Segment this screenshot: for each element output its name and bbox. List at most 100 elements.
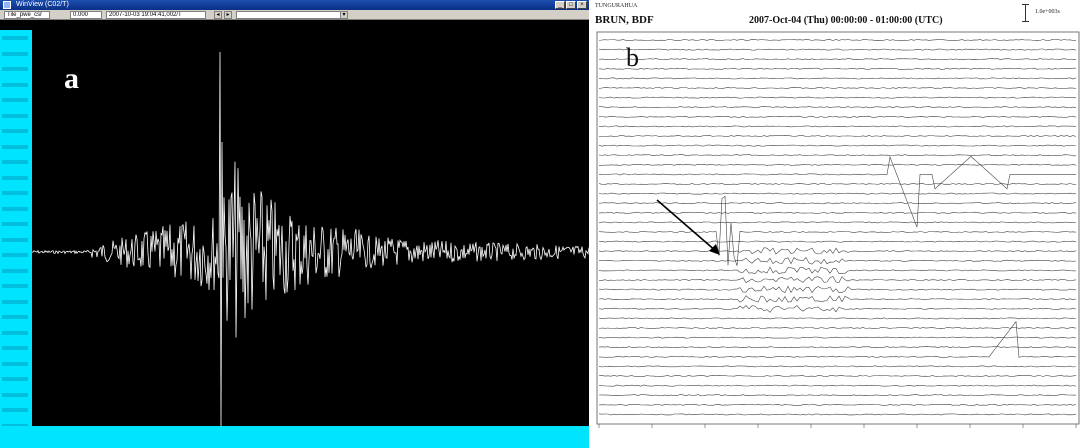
helicorder-plot <box>596 31 1080 428</box>
helicorder-trace-line <box>598 305 1077 313</box>
helicorder-trace-line <box>598 67 1076 70</box>
helicorder-trace-line <box>598 155 1076 228</box>
axis-tick <box>2 237 28 242</box>
window-controls: _ □ × <box>555 1 587 9</box>
axis-tick <box>2 175 28 180</box>
axis-tick <box>2 191 28 195</box>
network-name: TUNGURAHUA <box>595 3 638 9</box>
helicorder-trace-line <box>598 192 1077 195</box>
axis-tick <box>2 113 28 118</box>
helicorder-record: TUNGURAHUA BRUN, BDF 2007-Oct-04 (Thu) 0… <box>589 0 1084 448</box>
helicorder-trace-line <box>598 256 1077 265</box>
axis-tick <box>2 82 28 87</box>
helicorder-trace-line <box>598 195 1077 266</box>
helicorder-trace-line <box>598 320 1077 358</box>
axis-tick <box>2 315 28 319</box>
axis-tick <box>2 160 28 164</box>
helicorder-trace-line <box>598 317 1077 320</box>
seismogram-plot <box>32 51 589 426</box>
amplitude-axis <box>0 30 32 438</box>
maximize-button[interactable]: □ <box>566 1 576 9</box>
helicorder-trace-line <box>598 48 1077 51</box>
offset-field[interactable]: 0.000 <box>70 11 102 19</box>
axis-tick <box>2 67 28 71</box>
axis-ticks <box>598 424 1077 428</box>
helicorder-trace-line <box>599 106 1077 109</box>
close-button[interactable]: × <box>577 1 587 9</box>
window-titlebar[interactable]: WinView (C02/T) _ □ × <box>0 0 589 10</box>
axis-tick <box>2 392 28 397</box>
helicorder-trace-line <box>598 154 1076 157</box>
plot-frame <box>596 31 1080 425</box>
helicorder-trace-line <box>598 77 1077 80</box>
app-icon <box>3 1 11 9</box>
helicorder-trace-line <box>598 183 1077 185</box>
helicorder-trace-line <box>598 247 1077 255</box>
helicorder-trace-line <box>598 96 1077 99</box>
helicorder-trace-line <box>598 39 1077 41</box>
helicorder-trace-line <box>598 336 1077 339</box>
axis-tick <box>2 98 28 102</box>
axis-tick <box>2 377 28 381</box>
axis-tick <box>2 222 28 226</box>
axis-tick <box>2 129 28 133</box>
date-range: 2007-Oct-04 (Thu) 00:00:00 - 01:00:00 (U… <box>749 15 943 26</box>
helicorder-trace-line <box>598 413 1077 416</box>
scale-label: 1.0e+003s <box>1035 9 1060 15</box>
helicorder-trace-line <box>598 87 1077 89</box>
seismic-waveform <box>32 51 589 426</box>
axis-tick <box>2 51 28 56</box>
helicorder-trace-line <box>598 327 1077 329</box>
axis-tick <box>2 330 28 335</box>
helicorder-trace-line <box>598 403 1077 406</box>
axis-tick <box>2 144 28 149</box>
helicorder-trace-line <box>598 202 1077 205</box>
next-arrow-icon[interactable]: ▸ <box>224 11 232 19</box>
helicorder-trace-line <box>598 115 1077 118</box>
time-axis <box>0 426 589 448</box>
channel-select[interactable]: Tile_pwe_csr <box>4 11 50 19</box>
chevron-down-icon[interactable]: ▾ <box>340 11 348 19</box>
axis-tick <box>2 268 28 273</box>
helicorder-trace-line <box>598 240 1077 243</box>
helicorder-trace-line <box>598 163 1077 166</box>
panel-label-a: a <box>64 62 79 95</box>
helicorder-trace-line <box>599 276 1077 284</box>
viewer-toolbar: Tile_pwe_csr 0.000 2007-10-03 19:04:41,0… <box>0 10 589 20</box>
arrow-annotation <box>656 199 720 255</box>
helicorder-trace-line <box>598 384 1077 387</box>
helicorder-trace-line <box>598 394 1077 397</box>
helicorder-trace-line <box>598 58 1077 61</box>
prev-arrow-icon[interactable]: ◂ <box>214 11 222 19</box>
helicorder-trace-line <box>598 144 1077 147</box>
seismogram-viewer-window: WinView (C02/T) _ □ × Tile_pwe_csr 0.000… <box>0 0 589 448</box>
axis-tick <box>2 36 28 40</box>
helicorder-trace-line <box>598 221 1077 224</box>
helicorder-traces <box>598 39 1077 416</box>
axis-tick <box>2 284 28 288</box>
window-title: WinView (C02/T) <box>16 1 69 8</box>
axis-tick <box>2 423 28 428</box>
axis-tick <box>2 408 28 412</box>
helicorder-trace-line <box>598 365 1077 368</box>
helicorder-trace-line <box>598 125 1077 128</box>
helicorder-trace-line <box>598 346 1077 349</box>
panel-label-b: b <box>626 43 639 72</box>
scale-bar <box>1022 4 1029 22</box>
helicorder-trace-line <box>598 375 1077 377</box>
helicorder-trace-line <box>598 135 1077 137</box>
range-select[interactable] <box>236 11 346 19</box>
helicorder-trace-line <box>598 211 1077 214</box>
helicorder-trace-line <box>598 285 1077 294</box>
top-ruler <box>0 20 589 30</box>
axis-tick <box>2 346 28 350</box>
axis-tick <box>2 361 28 366</box>
helicorder-trace-line <box>598 295 1077 303</box>
axis-tick <box>2 253 28 257</box>
axis-tick <box>2 206 28 211</box>
station-name: BRUN, BDF <box>595 14 654 26</box>
helicorder-trace-line <box>598 266 1077 275</box>
axis-tick <box>2 299 28 304</box>
minimize-button[interactable]: _ <box>555 1 565 9</box>
timestamp-field[interactable]: 2007-10-03 19:04:41,002/T <box>106 11 206 19</box>
